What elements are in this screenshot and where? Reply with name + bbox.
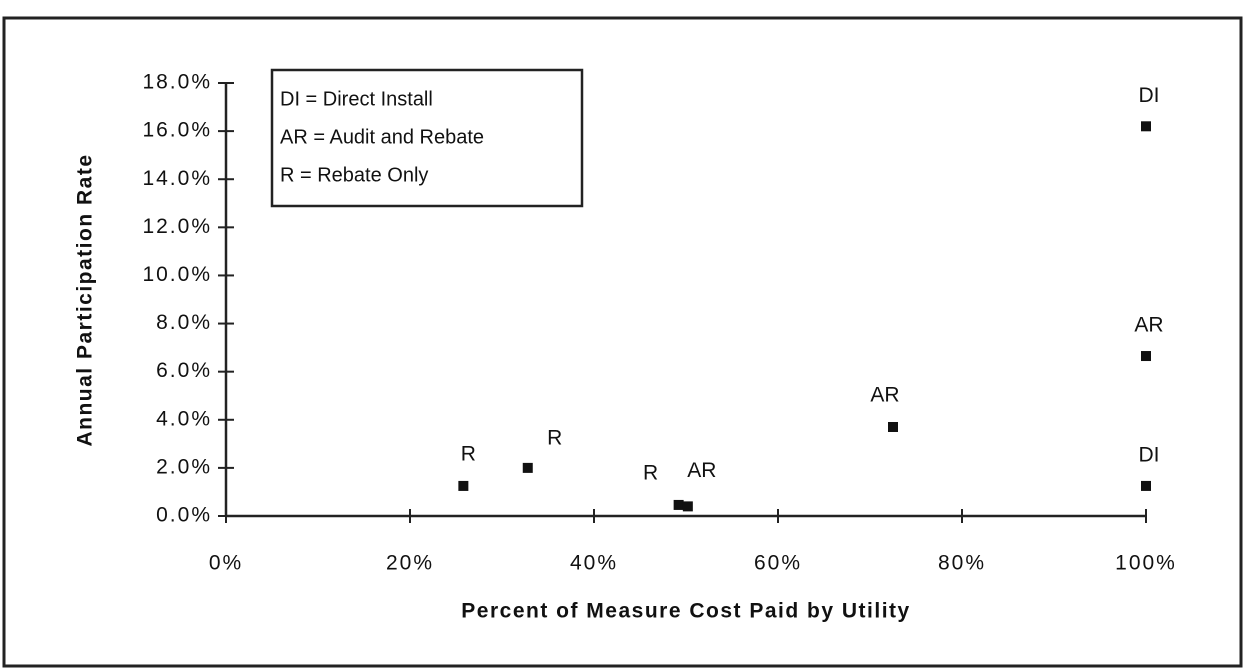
y-tick-label: 18.0%: [142, 71, 212, 94]
y-tick-label: 10.0%: [142, 263, 212, 286]
point: [1141, 121, 1151, 132]
legend-text: R = Rebate Only: [280, 164, 428, 186]
point: [673, 499, 684, 510]
legend-box: [270, 68, 584, 208]
legend-text: AR = Audit and Rebate: [280, 126, 484, 148]
x-tick-label: 0%: [209, 552, 243, 575]
point-label: AR: [687, 459, 716, 482]
legend-text: DI = Direct Install: [280, 88, 433, 110]
point: [458, 480, 469, 491]
y-tick-label: 4.0%: [156, 407, 212, 430]
frame: [2, 16, 1243, 668]
point: [1141, 351, 1151, 362]
y-tick-label: 6.0%: [156, 359, 212, 382]
x-tick-label: 80%: [938, 552, 986, 575]
y-axis-title: Annual Participation Rate: [74, 153, 97, 446]
y-tick-label: 0.0%: [156, 504, 212, 527]
point-label: AR: [870, 384, 899, 407]
point-label: R: [547, 426, 562, 449]
point-label: DI: [1139, 84, 1160, 107]
y-tick-label: 2.0%: [156, 455, 212, 478]
point-label: DI: [1139, 443, 1160, 466]
y-tick-label: 8.0%: [156, 311, 212, 334]
y-tick-label: 12.0%: [142, 215, 212, 238]
x-tick-label: 100%: [1115, 552, 1177, 575]
x-tick-label: 60%: [754, 552, 802, 575]
x-tick-label: 20%: [386, 552, 434, 575]
point-label: AR: [1134, 314, 1163, 337]
x-tick-label: 40%: [570, 552, 618, 575]
y-tick-label: 14.0%: [142, 167, 212, 190]
point: [1141, 480, 1151, 491]
point: [522, 462, 533, 473]
point: [888, 421, 898, 432]
x-axis-title: Percent of Measure Cost Paid by Utility: [461, 600, 910, 623]
point-label: R: [461, 442, 476, 465]
point: [682, 501, 693, 512]
point-label: R: [643, 461, 658, 484]
y-tick-label: 16.0%: [142, 119, 212, 142]
